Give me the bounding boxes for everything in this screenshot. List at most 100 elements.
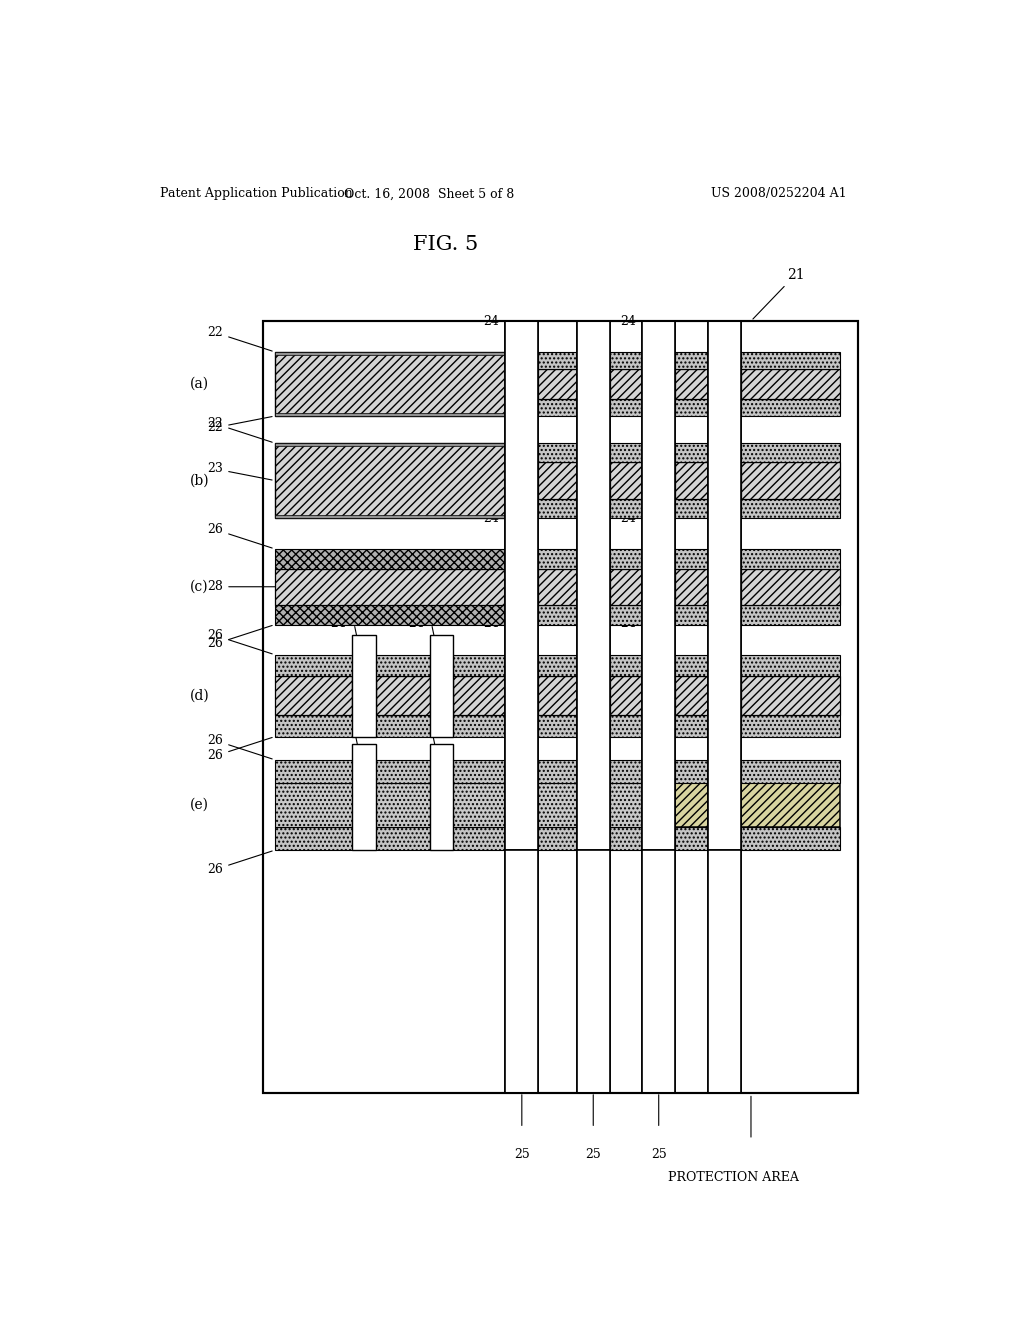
Bar	[609, 760, 642, 783]
Bar	[454, 760, 513, 783]
Bar	[675, 352, 708, 368]
Text: (b): (b)	[189, 474, 209, 487]
Text: 24: 24	[408, 722, 424, 735]
Text: 21: 21	[753, 268, 804, 319]
Bar	[274, 676, 352, 715]
Bar	[430, 635, 454, 737]
Bar	[539, 605, 577, 624]
Text: 25: 25	[514, 1147, 529, 1160]
Bar	[708, 321, 740, 850]
Bar	[539, 676, 577, 715]
Bar	[539, 826, 577, 850]
Text: 26: 26	[207, 626, 272, 651]
Bar	[675, 783, 708, 826]
Text: 24: 24	[483, 618, 500, 631]
Bar	[539, 352, 577, 368]
Bar	[675, 676, 708, 715]
Bar	[506, 321, 539, 850]
Bar	[352, 635, 376, 737]
Bar	[430, 744, 454, 850]
Text: Oct. 16, 2008  Sheet 5 of 8: Oct. 16, 2008 Sheet 5 of 8	[344, 187, 515, 201]
Text: 22: 22	[208, 417, 272, 434]
Text: 24: 24	[483, 722, 500, 735]
Text: Patent Application Publication: Patent Application Publication	[160, 187, 352, 201]
Bar	[352, 744, 376, 850]
Bar	[740, 569, 841, 605]
Bar	[740, 400, 841, 416]
Text: 24: 24	[621, 405, 636, 418]
Text: 24: 24	[621, 512, 636, 524]
Bar	[539, 444, 577, 462]
Bar	[609, 569, 642, 605]
Bar	[740, 462, 841, 499]
Bar	[454, 783, 513, 826]
Bar	[274, 569, 513, 605]
Bar	[740, 826, 841, 850]
Bar	[740, 760, 841, 783]
Text: US 2008/0252204 A1: US 2008/0252204 A1	[711, 187, 847, 201]
Bar	[609, 549, 642, 569]
Bar	[506, 850, 539, 1093]
Bar	[675, 444, 708, 462]
Bar	[274, 783, 352, 826]
Bar	[376, 783, 430, 826]
Bar	[675, 499, 708, 517]
Bar	[274, 444, 513, 446]
Bar	[675, 826, 708, 850]
Bar	[708, 321, 740, 850]
Bar	[454, 715, 513, 737]
Bar	[577, 321, 609, 850]
Bar	[274, 352, 513, 416]
Text: 26: 26	[207, 738, 272, 763]
Bar	[376, 715, 430, 737]
Bar	[274, 352, 513, 355]
Bar	[506, 321, 539, 850]
Bar	[376, 676, 430, 715]
Bar	[740, 352, 841, 368]
Bar	[642, 850, 675, 1093]
Bar	[609, 368, 642, 400]
Bar	[740, 605, 841, 624]
Bar	[274, 444, 513, 517]
Text: 24: 24	[483, 405, 500, 418]
Text: 24: 24	[483, 512, 500, 524]
Text: 24: 24	[621, 618, 636, 631]
Text: (c): (c)	[190, 579, 209, 594]
Bar	[454, 826, 513, 850]
Bar	[675, 760, 708, 783]
Bar	[376, 826, 430, 850]
Bar	[740, 715, 841, 737]
Text: 26: 26	[207, 523, 272, 548]
Bar	[642, 850, 675, 1093]
Bar	[675, 715, 708, 737]
Bar	[675, 655, 708, 676]
Text: (d): (d)	[189, 689, 209, 702]
Bar	[609, 655, 642, 676]
Bar	[675, 368, 708, 400]
Text: 25: 25	[586, 1147, 601, 1160]
Text: 24: 24	[621, 722, 636, 735]
Text: 26: 26	[207, 628, 272, 653]
Bar	[539, 655, 577, 676]
Text: (e): (e)	[189, 799, 209, 812]
Bar	[740, 783, 841, 826]
Bar	[539, 549, 577, 569]
Bar	[577, 850, 609, 1093]
Text: 24: 24	[408, 618, 424, 631]
Bar	[708, 850, 740, 1093]
Text: 25: 25	[651, 1147, 667, 1160]
Text: 23: 23	[207, 462, 272, 480]
Bar	[274, 413, 513, 416]
Bar	[454, 655, 513, 676]
Bar	[376, 655, 430, 676]
Bar	[609, 676, 642, 715]
Bar	[577, 850, 609, 1093]
Bar	[609, 715, 642, 737]
Bar	[274, 760, 352, 783]
Bar	[740, 444, 841, 462]
Text: 26: 26	[207, 734, 272, 759]
Bar	[609, 605, 642, 624]
Text: PROTECTION AREA: PROTECTION AREA	[668, 1171, 799, 1184]
Text: 24: 24	[483, 314, 500, 327]
Bar	[454, 676, 513, 715]
